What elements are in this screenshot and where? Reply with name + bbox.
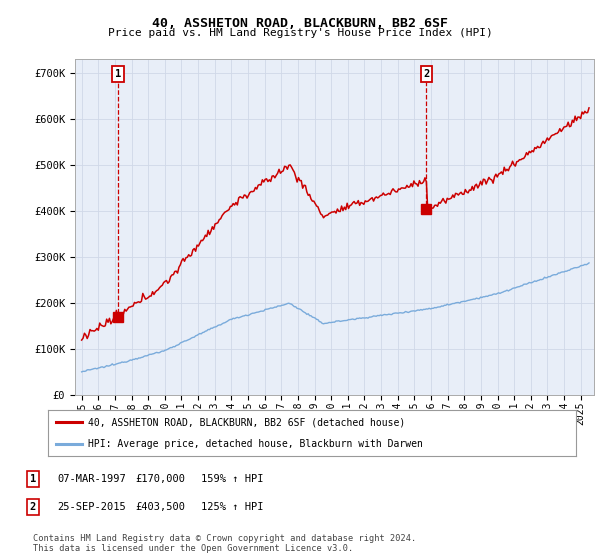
Text: 40, ASSHETON ROAD, BLACKBURN, BB2 6SF: 40, ASSHETON ROAD, BLACKBURN, BB2 6SF (152, 17, 448, 30)
Text: 40, ASSHETON ROAD, BLACKBURN, BB2 6SF (detached house): 40, ASSHETON ROAD, BLACKBURN, BB2 6SF (d… (88, 417, 405, 427)
Text: £403,500: £403,500 (135, 502, 185, 512)
Text: 2: 2 (424, 69, 430, 79)
Text: 125% ↑ HPI: 125% ↑ HPI (201, 502, 263, 512)
Text: 1: 1 (115, 69, 121, 79)
Text: Contains HM Land Registry data © Crown copyright and database right 2024.
This d: Contains HM Land Registry data © Crown c… (33, 534, 416, 553)
Text: Price paid vs. HM Land Registry's House Price Index (HPI): Price paid vs. HM Land Registry's House … (107, 28, 493, 38)
Text: HPI: Average price, detached house, Blackburn with Darwen: HPI: Average price, detached house, Blac… (88, 439, 422, 449)
Text: £170,000: £170,000 (135, 474, 185, 484)
Text: 25-SEP-2015: 25-SEP-2015 (57, 502, 126, 512)
Text: 07-MAR-1997: 07-MAR-1997 (57, 474, 126, 484)
Text: 2: 2 (30, 502, 36, 512)
Text: 1: 1 (30, 474, 36, 484)
Text: 159% ↑ HPI: 159% ↑ HPI (201, 474, 263, 484)
